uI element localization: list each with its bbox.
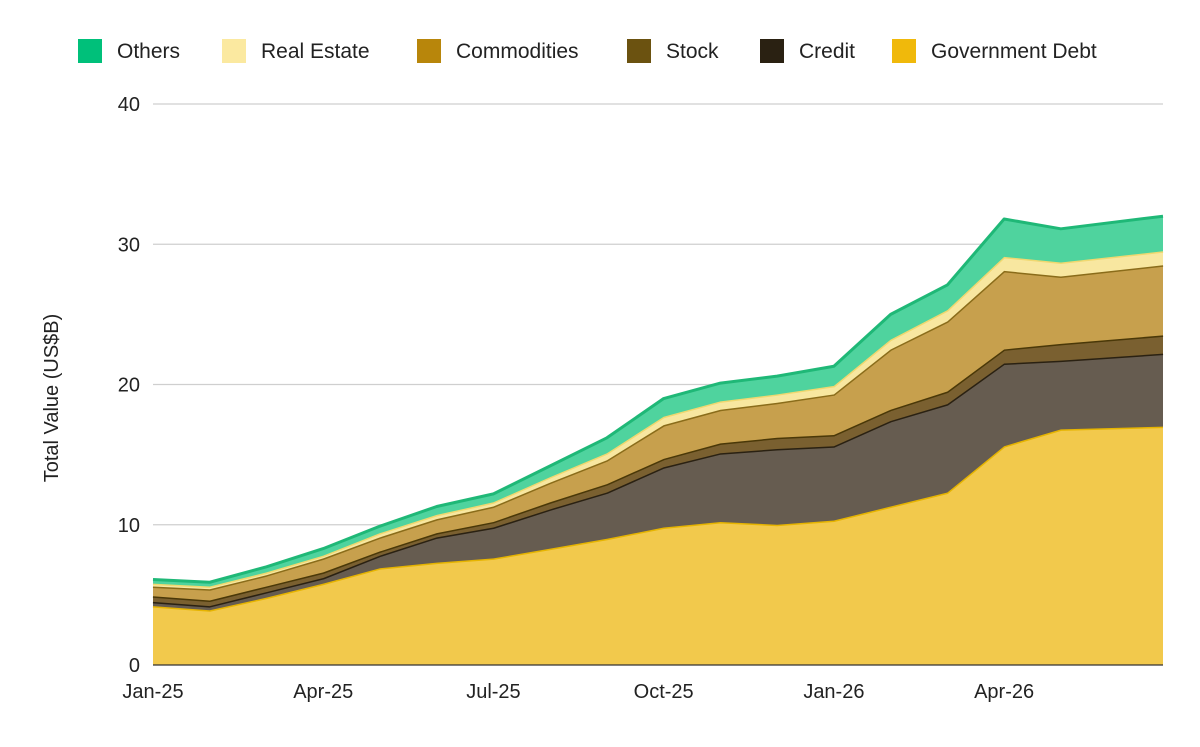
legend-label: Government Debt — [931, 40, 1097, 63]
y-axis-label: Total Value (US$B) — [41, 314, 63, 483]
y-tick-label: 30 — [118, 234, 140, 256]
legend-swatch — [222, 39, 246, 63]
series-line-stock — [152, 333, 1164, 602]
series-area-credit — [153, 353, 1163, 611]
series-area-commodities — [153, 265, 1163, 601]
legend-swatch — [892, 39, 916, 63]
x-tick-label: Apr-25 — [293, 681, 353, 703]
legend-item-others[interactable]: Others — [78, 39, 180, 63]
legend-swatch — [78, 39, 102, 63]
x-tick-label: Oct-25 — [634, 681, 694, 703]
x-tick-label: Apr-26 — [974, 681, 1034, 703]
x-tick-label: Jan-25 — [122, 681, 183, 703]
legend-item-real-estate[interactable]: Real Estate — [222, 39, 370, 63]
legend-label: Real Estate — [261, 40, 370, 63]
legend-item-credit[interactable]: Credit — [760, 39, 855, 63]
y-tick-label: 0 — [129, 655, 140, 677]
legend-swatch — [417, 39, 441, 63]
plot-area — [152, 214, 1164, 665]
legend-item-commodities[interactable]: Commodities — [417, 39, 579, 63]
legend-swatch — [760, 39, 784, 63]
legend-label: Stock — [666, 40, 719, 63]
legend-item-stock[interactable]: Stock — [627, 39, 719, 63]
legend-label: Commodities — [456, 40, 579, 63]
y-tick-label: 20 — [118, 375, 140, 397]
series-area-government-debt — [153, 426, 1163, 665]
x-tick-label: Jan-26 — [803, 681, 864, 703]
series-area-real-estate — [153, 251, 1163, 590]
y-tick-label: 40 — [118, 94, 140, 116]
series-area-others — [153, 216, 1163, 587]
legend-item-government-debt[interactable]: Government Debt — [892, 39, 1097, 63]
legend-label: Others — [117, 40, 180, 63]
x-tick-label: Jul-25 — [466, 681, 520, 703]
axes: 0 10 20 30 40 Jan-25 Apr-25 Jul-25 Oct-25 Jan-26 A… — [118, 94, 1163, 703]
series-line-others — [152, 214, 1164, 584]
y-tick-label: 10 — [118, 515, 140, 537]
legend-label: Credit — [799, 40, 855, 63]
legend: Others Real Estate Commodities Stock Credit G… — [78, 39, 1097, 63]
legend-swatch — [627, 39, 651, 63]
